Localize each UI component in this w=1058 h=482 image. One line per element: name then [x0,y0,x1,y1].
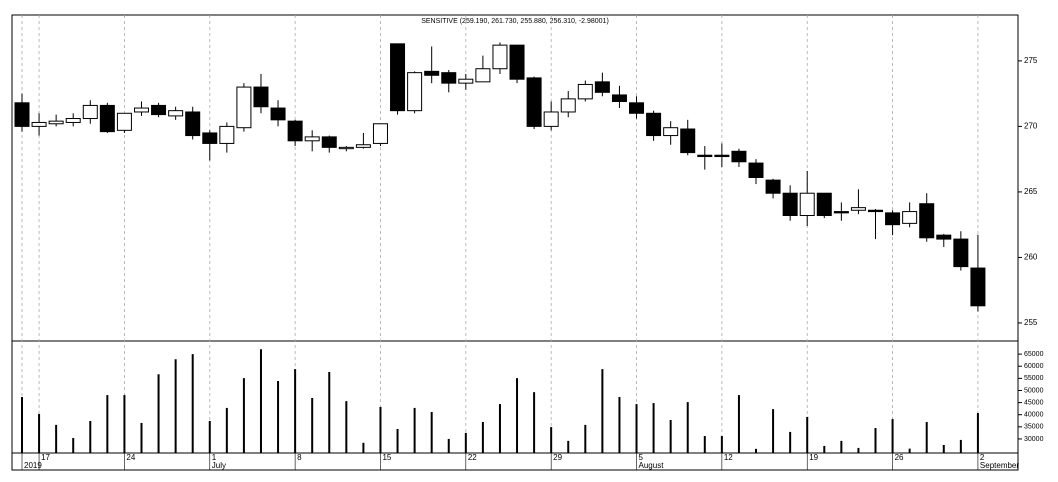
y-tick-label: 255 [1024,318,1038,327]
frame [11,14,1019,471]
candle-body [765,179,781,194]
x-month-label: July [212,461,226,470]
candle-body [629,102,645,114]
candle-body [833,211,849,214]
candle-body [133,107,149,113]
candle-body [714,154,730,158]
y-tick-label: 275 [1024,56,1038,65]
candle-body [748,162,764,178]
x-tick-label: 2 [980,453,985,462]
candle-body [475,68,491,83]
candle-body [577,83,593,100]
candle-body [868,209,883,213]
candle-body [799,192,815,217]
candle-body [270,107,286,121]
y-tick-label: 65000 [1024,351,1044,358]
candle-body [680,128,696,154]
y-tick-label: 270 [1024,122,1038,131]
chart-title: SENSITIVE (259.190, 261.730, 255.880, 25… [421,18,609,25]
candle-body [219,125,235,144]
candle-body [594,81,610,93]
candle-body [782,192,798,217]
candle-body [492,44,508,70]
candle-body [816,192,832,217]
candle-body [441,72,457,84]
candle-body [321,136,337,148]
x-month-label: August [639,461,665,470]
candle-body [65,118,81,123]
candle-body [168,110,184,117]
candle-body [116,112,132,131]
candle-body [202,132,218,144]
x-tick-label: 12 [724,453,733,462]
candle-body [390,43,406,112]
y-tick-label: 35000 [1024,424,1044,431]
candle-body [236,86,252,129]
candle-body [287,120,303,142]
x-tick-label: 24 [126,453,135,462]
candle-body [611,94,627,102]
x-tick-label: 22 [468,453,477,462]
candle-body [850,207,866,211]
candle-body [82,104,98,120]
candle-body [338,146,354,150]
y-tick-label: 265 [1024,187,1038,196]
candle-body [424,70,440,76]
candle-body [355,144,371,148]
candle-body [646,112,662,137]
candle-body [304,136,320,142]
x-month-label: 2019 [24,461,42,470]
y-tick-label: 55000 [1024,375,1044,382]
candle-body [253,86,269,108]
candle-body [185,111,201,137]
candle-body [372,123,388,144]
x-tick-label: 29 [553,453,562,462]
candle-body [526,77,542,127]
x-tick-label: 5 [639,453,644,462]
y-tick-label: 50000 [1024,387,1044,394]
candle-body [543,111,559,127]
candle-body [936,234,952,240]
candle-body [902,211,918,224]
candle-body [99,104,115,133]
y-tick-label: 45000 [1024,399,1044,406]
candle-body [14,102,30,127]
x-tick-label: 26 [895,453,904,462]
candle-body [663,127,679,137]
candle-body [48,120,64,125]
candle-body [458,78,474,84]
candle-body [31,121,47,127]
candle-body [560,98,576,113]
y-tick-label: 260 [1024,253,1038,262]
x-tick-label: 15 [382,453,391,462]
x-tick-label: 19 [809,453,818,462]
candle-body [970,267,986,307]
candle-body [919,203,935,239]
y-tick-label: 40000 [1024,412,1044,419]
x-tick-label: 1 [212,453,217,462]
x-tick-label: 17 [41,453,50,462]
candle-body [953,238,969,268]
candle-body [885,212,901,226]
x-tick-label: 8 [297,453,302,462]
candle-body [151,104,167,116]
x-month-label: September [980,461,1019,470]
candle-body [731,150,747,163]
candle-body [509,44,525,80]
y-tick-label: 30000 [1024,436,1044,443]
y-tick-label: 60000 [1024,363,1044,370]
candle-body [697,154,713,158]
candle-body [407,72,423,112]
